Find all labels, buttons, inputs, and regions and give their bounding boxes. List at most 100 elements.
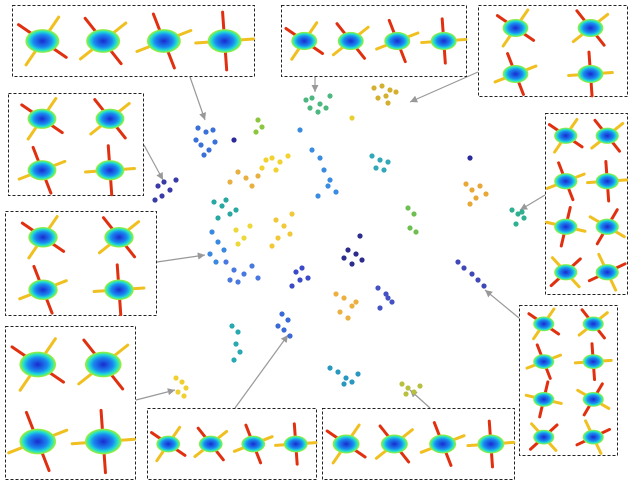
point — [371, 85, 376, 90]
point — [231, 357, 236, 362]
shape-thumbnail — [583, 430, 604, 445]
point — [315, 109, 320, 114]
point — [235, 279, 240, 284]
shape-thumbnail — [284, 436, 308, 453]
point — [383, 93, 388, 98]
point — [279, 311, 284, 316]
shape-thumbnail — [199, 436, 223, 453]
point — [359, 257, 364, 262]
shape-thumbnail — [25, 29, 59, 53]
point — [259, 165, 264, 170]
point — [213, 259, 218, 264]
point — [309, 95, 314, 100]
point — [315, 193, 320, 198]
shape-thumbnail — [533, 392, 554, 407]
arrow — [235, 335, 288, 408]
point — [229, 323, 234, 328]
point — [399, 381, 404, 386]
point — [299, 265, 304, 270]
point — [353, 251, 358, 256]
point — [249, 183, 254, 188]
arrow — [157, 255, 205, 262]
point — [293, 269, 298, 274]
shape-thumbnail — [104, 279, 133, 300]
arrow — [485, 290, 519, 318]
shape-thumbnail — [503, 65, 529, 83]
point — [285, 317, 290, 322]
point — [227, 277, 232, 282]
point — [411, 211, 416, 216]
inset — [9, 94, 144, 196]
point — [193, 137, 198, 142]
point — [287, 231, 292, 236]
point — [152, 197, 157, 202]
point — [221, 247, 226, 252]
point — [231, 137, 236, 142]
point — [161, 179, 166, 184]
shape-thumbnail — [583, 316, 604, 331]
point — [483, 191, 488, 196]
shape-thumbnail — [333, 435, 360, 454]
point — [333, 291, 338, 296]
point — [469, 271, 474, 276]
point — [175, 389, 180, 394]
shape-thumbnail — [208, 29, 242, 53]
point — [247, 223, 252, 228]
inset — [323, 409, 515, 480]
point — [467, 201, 472, 206]
point — [289, 211, 294, 216]
shape-thumbnail — [241, 436, 265, 453]
shape-thumbnail — [554, 219, 577, 235]
point — [455, 259, 460, 264]
point — [206, 147, 211, 152]
shape-thumbnail — [86, 29, 120, 53]
point — [413, 229, 418, 234]
point — [345, 315, 350, 320]
point — [255, 117, 260, 122]
shape-thumbnail — [578, 19, 604, 37]
shape-thumbnail — [554, 173, 577, 189]
point — [227, 179, 232, 184]
point — [215, 239, 220, 244]
point — [253, 129, 258, 134]
point — [259, 124, 264, 129]
point — [249, 263, 254, 268]
inset — [520, 306, 618, 456]
point — [215, 215, 220, 220]
point — [275, 235, 280, 240]
point — [477, 183, 482, 188]
point — [417, 383, 422, 388]
point — [179, 379, 184, 384]
point — [207, 251, 212, 256]
point — [377, 157, 382, 162]
point — [405, 205, 410, 210]
point — [237, 349, 242, 354]
point — [481, 283, 486, 288]
point — [379, 83, 384, 88]
point — [210, 127, 215, 132]
point — [307, 105, 312, 110]
point — [475, 277, 480, 282]
point — [269, 243, 274, 248]
inset — [6, 327, 136, 480]
inset-frame — [6, 327, 136, 480]
point — [235, 169, 240, 174]
insets — [6, 6, 628, 480]
shape-thumbnail — [554, 128, 577, 144]
point — [281, 223, 286, 228]
point — [223, 197, 228, 202]
shape-thumbnail — [85, 352, 122, 378]
point — [405, 385, 410, 390]
point — [333, 189, 338, 194]
point — [389, 299, 394, 304]
point — [183, 385, 188, 390]
point — [349, 379, 354, 384]
point — [227, 211, 232, 216]
arrows — [136, 72, 545, 408]
shape-thumbnail — [28, 109, 57, 129]
point — [369, 153, 374, 158]
point — [201, 152, 206, 157]
point — [241, 271, 246, 276]
chart — [0, 0, 628, 480]
point — [287, 333, 292, 338]
